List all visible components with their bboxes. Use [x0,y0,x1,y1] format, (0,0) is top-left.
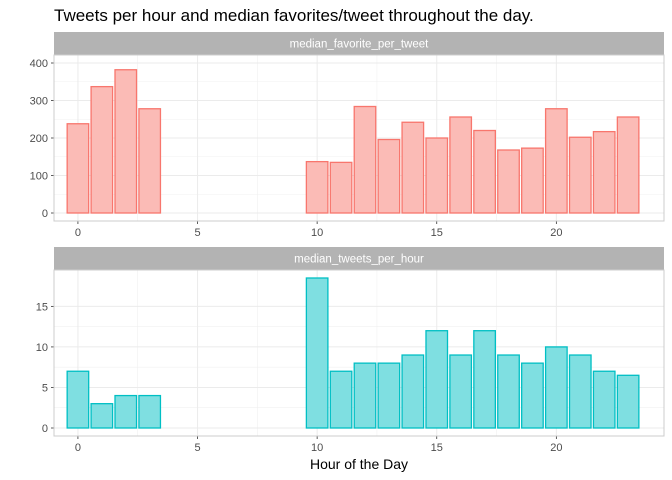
y-tick-label: 400 [30,58,48,70]
y-tick-label: 5 [42,382,48,394]
x-tick-label: 20 [550,227,562,239]
x-tick-label: 15 [431,227,443,239]
bar [305,160,329,214]
bar [521,362,544,429]
bar [592,370,616,429]
y-tick-label: 100 [30,171,48,183]
bar [473,330,497,429]
y-tick-label: 0 [42,208,48,220]
bar [90,85,114,214]
bar [497,354,520,429]
bar [138,108,162,214]
facet-strip-label: median_favorite_per_tweet [290,39,430,51]
facet-strip [54,247,664,270]
panel-border [53,269,665,437]
bar [449,354,473,429]
bar [616,374,640,429]
chart-title: Tweets per hour and median favorites/twe… [54,6,534,25]
bar [401,121,425,214]
bar [353,105,377,214]
bar [568,136,592,214]
bar [329,161,353,214]
y-tick-label: 15 [36,301,48,313]
x-tick-label: 5 [194,227,200,239]
bar [329,370,353,429]
bar [544,346,568,429]
bar [138,394,162,429]
y-tick-label: 200 [30,133,48,145]
bar [353,362,377,429]
facet-strip [54,32,664,55]
bar [114,69,138,214]
panel-border [53,54,665,222]
bar [66,123,90,214]
bar [377,138,401,214]
bar [616,116,640,214]
bar [568,354,592,429]
bar [425,137,449,214]
bar [90,403,114,429]
x-tick-label: 10 [311,227,323,239]
y-tick-label: 10 [36,342,48,354]
x-tick-label: 15 [431,442,443,454]
x-tick-label: 0 [75,227,81,239]
bar [497,149,520,214]
bar [521,147,544,214]
facet-strip-label: median_tweets_per_hour [294,254,424,266]
x-axis-label: Hour of the Day [310,456,408,472]
x-tick-label: 0 [75,442,81,454]
bar [114,394,138,429]
bar [401,354,425,429]
x-tick-label: 10 [311,442,323,454]
x-tick-label: 5 [194,442,200,454]
y-tick-label: 300 [30,96,48,108]
bar [449,116,473,214]
bar [66,370,90,429]
y-tick-label: 0 [42,423,48,435]
bar [425,330,449,429]
bar [544,108,568,214]
bar [592,130,616,214]
bar [377,362,401,429]
bar [473,129,497,214]
bar [305,277,329,429]
x-tick-label: 20 [550,442,562,454]
